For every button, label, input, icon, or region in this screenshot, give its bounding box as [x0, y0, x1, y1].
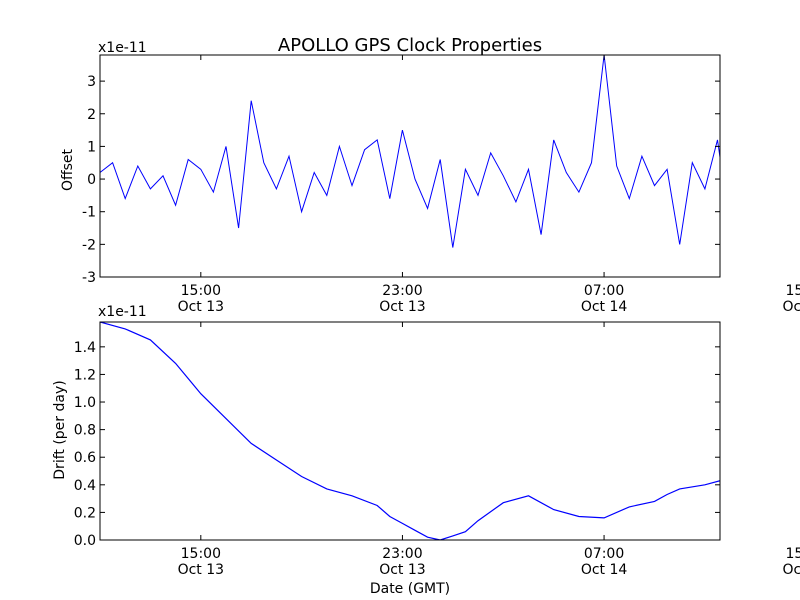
drift-x-tick-label: 07:00	[584, 546, 624, 562]
offset-y-tick-label: 3	[87, 74, 96, 90]
drift-y-tick-label: 0.6	[74, 450, 96, 466]
offset-x-tick-label: Oct 14	[782, 299, 800, 315]
drift-y-tick-label: 0.2	[74, 505, 96, 521]
offset-x-tick-label: Oct 14	[581, 299, 628, 315]
drift-x-tick-label: Oct 14	[581, 562, 628, 578]
offset-y-axis-label: Offset	[60, 148, 76, 191]
drift-multiplier-label: x1e-11	[98, 304, 147, 320]
drift-x-tick-label: 15:00	[181, 546, 221, 562]
drift-y-tick-label: 0.0	[74, 533, 96, 549]
offset-multiplier-label: x1e-11	[98, 40, 147, 56]
drift-x-tick-label: 23:00	[382, 546, 422, 562]
drift-axes-frame	[99, 321, 721, 541]
drift-x-axis-label: Date (GMT)	[370, 581, 450, 597]
offset-x-tick-label: Oct 13	[178, 299, 224, 315]
offset-x-tick-label: 15:00	[786, 283, 800, 299]
offset-y-tick-label: -1	[82, 205, 96, 221]
drift-x-tick-label: Oct 14	[782, 562, 800, 578]
offset-x-tick-label: 15:00	[181, 283, 221, 299]
drift-panel: x1e-11 Drift (per day) Date (GMT) 0.0 0.2…	[52, 304, 800, 597]
drift-y-axis-label: Drift (per day)	[52, 380, 68, 479]
drift-y-tick-label: 1.4	[74, 340, 96, 356]
offset-y-tick-label: 1	[87, 139, 96, 155]
drift-y-tick-label: 1.0	[74, 395, 96, 411]
offset-axes-frame	[99, 54, 721, 278]
drift-y-tick-label: 1.2	[74, 367, 96, 383]
drift-series-line	[100, 322, 720, 540]
drift-y-tick-label: 0.4	[74, 478, 96, 494]
drift-x-tick-label: Oct 13	[379, 562, 425, 578]
offset-x-tick-label: 23:00	[382, 283, 422, 299]
offset-y-tick-label: -2	[82, 237, 96, 253]
drift-x-tick-label: Oct 13	[178, 562, 224, 578]
drift-x-tick-label: 15:00	[786, 546, 800, 562]
offset-y-tick-label: 0	[87, 172, 96, 188]
offset-y-tick-label: 2	[87, 107, 96, 123]
drift-y-tick-label: 0.8	[74, 423, 96, 439]
offset-x-tick-label: 07:00	[584, 283, 624, 299]
offset-y-tick-label: -3	[82, 270, 96, 286]
offset-x-tick-label: Oct 13	[379, 299, 425, 315]
offset-series-line	[100, 55, 720, 248]
chart-title: APOLLO GPS Clock Properties	[278, 35, 542, 56]
